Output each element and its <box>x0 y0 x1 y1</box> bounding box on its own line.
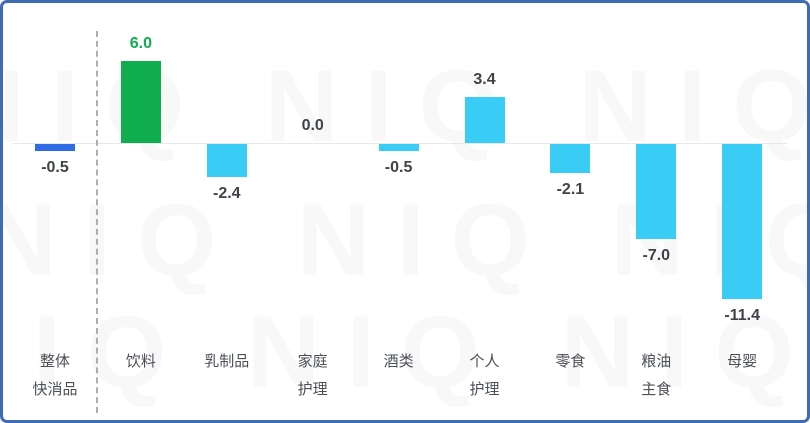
category-label-line: 母婴 <box>727 353 758 370</box>
value-label: -2.4 <box>213 184 241 202</box>
value-label: -2.1 <box>556 180 585 198</box>
category-label-母婴: 母婴 <box>696 348 788 376</box>
category-label-零食: 零食 <box>524 348 616 376</box>
category-label-整体快消品: 整体 快消品 <box>9 348 101 404</box>
bar-乳制品 <box>206 144 247 177</box>
category-label-line: 整体 <box>39 353 70 370</box>
category-separator-line <box>96 31 98 413</box>
category-label-line: 个人 <box>469 353 500 370</box>
category-label-line: 饮料 <box>125 353 156 370</box>
bar-母婴 <box>722 144 763 300</box>
value-label: 3.4 <box>473 70 496 88</box>
value-label: -11.4 <box>724 307 760 325</box>
category-label-粮油主食: 粮油 主食 <box>610 348 702 404</box>
value-label: -0.5 <box>41 158 69 176</box>
bar-饮料 <box>120 61 161 143</box>
category-label-line: 快消品 <box>32 381 78 398</box>
value-label: 0.0 <box>301 117 324 134</box>
category-label-饮料: 饮料 <box>95 348 187 376</box>
bar-零食 <box>550 144 591 173</box>
category-label-line: 粮油 <box>641 353 672 370</box>
zero-axis-line <box>12 143 787 144</box>
category-label-line: 家庭 <box>297 353 328 370</box>
bar-chart: -0.5 整体快消品 6.0 饮料 -2.4 乳制品 0.0 家庭护理 -0.5 酒类 3.4 个人护… <box>3 3 807 420</box>
bar-个人护理 <box>464 96 505 143</box>
category-label-line: 主食 <box>641 381 672 398</box>
category-label-line: 护理 <box>297 381 328 398</box>
bar-整体快消品 <box>35 144 75 151</box>
value-label: 6.0 <box>129 35 153 53</box>
category-label-个人护理: 个人 护理 <box>439 348 531 404</box>
category-label-line: 乳制品 <box>204 353 250 370</box>
category-label-家庭护理: 家庭 护理 <box>267 348 359 404</box>
category-label-line: 零食 <box>555 353 586 370</box>
category-label-line: 护理 <box>469 381 500 398</box>
category-label-酒类: 酒类 <box>353 348 445 376</box>
category-label-乳制品: 乳制品 <box>181 348 273 376</box>
bar-酒类 <box>378 144 419 151</box>
value-label: -7.0 <box>642 247 671 265</box>
category-label-line: 酒类 <box>383 353 414 370</box>
value-label: -0.5 <box>384 158 413 176</box>
bar-粮油主食 <box>636 144 677 240</box>
